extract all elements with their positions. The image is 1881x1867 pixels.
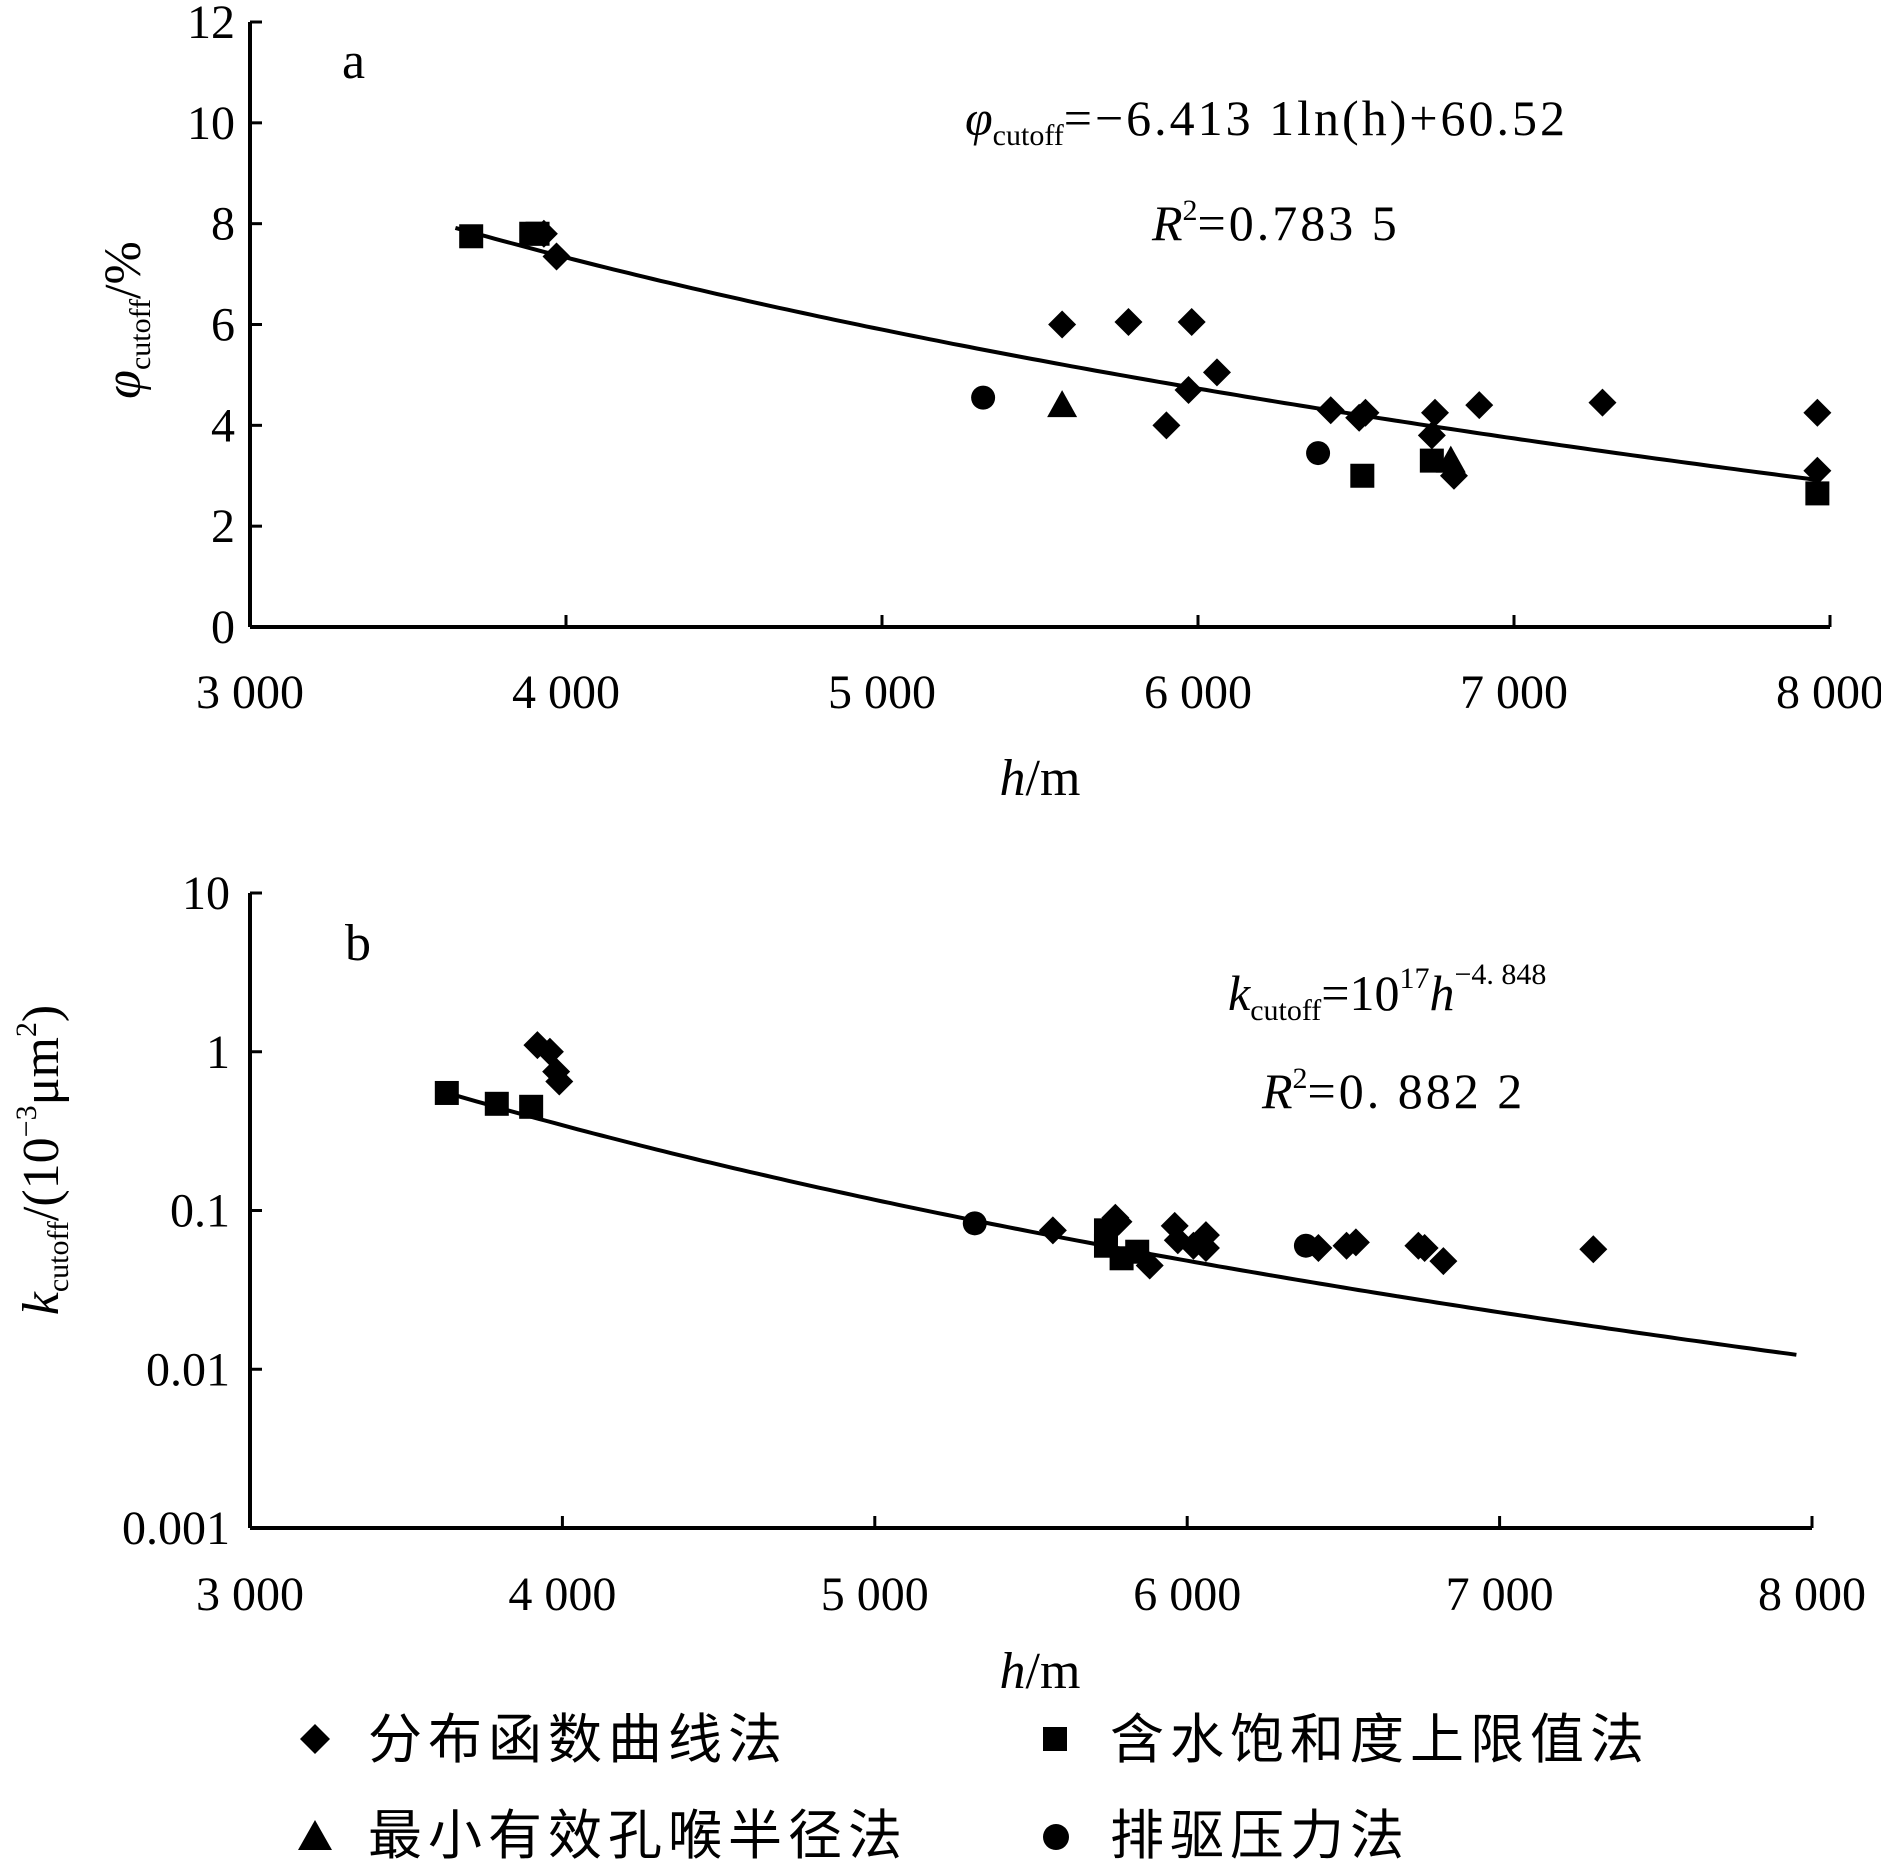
x-tick-label: 6 000: [1133, 1568, 1241, 1621]
diamond-point: [1465, 391, 1494, 420]
diamond-point: [1803, 456, 1832, 485]
diamond-point: [1351, 398, 1380, 427]
panel-b-x-ticks: 3 000 4 000 5 000 6 000 7 000 8 000: [196, 1516, 1866, 1621]
legend-circle-marker: [1043, 1824, 1069, 1850]
square-point: [1805, 481, 1830, 506]
x-tick-label: 3 000: [196, 666, 304, 719]
x-tick-label: 3 000: [196, 1568, 304, 1621]
legend-item-pore-throat-radius: 最小有效孔喉半径法: [298, 1804, 908, 1867]
diamond-point: [1048, 310, 1077, 339]
diamond-point: [1803, 398, 1832, 427]
panel-b-x-axis-label: h/m: [1000, 1643, 1081, 1700]
diamond-point: [1174, 376, 1203, 405]
y-tick-label: 1: [206, 1026, 230, 1079]
circle-point: [1306, 441, 1331, 466]
square-point: [1125, 1239, 1150, 1264]
panel-b-letter: b: [345, 915, 371, 972]
x-tick-label: 5 000: [821, 1568, 929, 1621]
circle-point: [962, 1211, 987, 1236]
y-tick-label: 0.001: [122, 1502, 230, 1555]
y-tick-label: 0.1: [170, 1185, 230, 1238]
legend-diamond-marker: [300, 1724, 330, 1754]
panel-b-y-axis-label: kcutoff/(10−3μm2): [10, 1005, 75, 1316]
diamond-point: [1421, 398, 1449, 427]
legend-item-displacement-pressure: 排驱压力法: [1043, 1804, 1410, 1867]
x-tick-label: 8 000: [1758, 1568, 1866, 1621]
legend: 分布函数曲线法 含水饱和度上限值法 最小有效孔喉半径法 排驱压力法: [298, 1708, 1650, 1867]
panel-a-points: [459, 219, 1832, 506]
x-tick-label: 7 000: [1460, 666, 1568, 719]
panel-a-y-ticks: 0 2 4 6 8 10 12: [187, 0, 262, 654]
panel-a-r-squared: R2=0.783 5: [1151, 194, 1400, 251]
diamond-point: [1191, 1234, 1220, 1263]
square-point: [484, 1091, 509, 1116]
triangle-point: [1435, 445, 1466, 473]
panel-a: 0 2 4 6 8 10 12 3 000 4 000 5 000 6 000 7 000 8 000…: [95, 0, 1881, 807]
legend-item-distribution-function: 分布函数曲线法: [300, 1708, 788, 1771]
x-tick-label: 6 000: [1144, 666, 1252, 719]
x-tick-label: 7 000: [1446, 1568, 1554, 1621]
legend-label: 含水饱和度上限值法: [1110, 1708, 1650, 1771]
legend-triangle-marker: [298, 1820, 332, 1850]
diamond-point: [542, 242, 571, 271]
panel-a-letter: a: [342, 33, 365, 90]
x-tick-label: 4 000: [508, 1568, 616, 1621]
square-point: [525, 221, 550, 246]
diamond-point: [1177, 307, 1206, 336]
circle-point: [971, 385, 996, 410]
panel-a-y-axis-label: φcutoff/%: [95, 241, 157, 399]
diamond-point: [1152, 411, 1181, 440]
diamond-point: [1588, 388, 1617, 417]
x-tick-label: 8 000: [1776, 666, 1881, 719]
panel-a-x-ticks: 3 000 4 000 5 000 6 000 7 000 8 000: [196, 615, 1881, 719]
diamond-point: [1114, 307, 1143, 336]
y-tick-label: 0: [211, 601, 235, 654]
square-point: [434, 1080, 459, 1105]
panel-b: 0.001 0.01 0.1 1 10 3 000 4 000 5 000 6 000 7 00…: [10, 867, 1866, 1700]
diamond-point: [545, 1067, 574, 1096]
x-tick-label: 5 000: [828, 666, 936, 719]
diamond-point: [1410, 1234, 1439, 1263]
diamond-point: [1579, 1235, 1608, 1264]
y-tick-label: 10: [182, 867, 230, 920]
square-point: [519, 1094, 544, 1119]
x-tick-label: 4 000: [512, 666, 620, 719]
panel-b-r-squared: R2=0. 882 2: [1261, 1062, 1525, 1119]
diamond-point: [1202, 358, 1231, 387]
triangle-point: [1047, 390, 1078, 418]
y-tick-label: 12: [187, 0, 235, 49]
diamond-point: [1038, 1216, 1067, 1245]
legend-label: 最小有效孔喉半径法: [368, 1804, 908, 1867]
y-tick-label: 4: [211, 399, 235, 452]
legend-label: 排驱压力法: [1110, 1804, 1410, 1867]
legend-label: 分布函数曲线法: [368, 1708, 788, 1771]
diamond-point: [1417, 421, 1446, 450]
y-tick-label: 10: [187, 97, 235, 150]
diamond-point: [1341, 1228, 1370, 1257]
legend-square-marker: [1043, 1727, 1067, 1751]
circle-point: [1293, 1233, 1318, 1258]
y-tick-label: 0.01: [146, 1343, 230, 1396]
panel-a-fit-curve: [454, 225, 1815, 482]
panel-a-equation: φcutoff=−6.413 1ln(h)+60.52: [965, 90, 1568, 152]
y-tick-label: 2: [211, 500, 235, 553]
square-point: [459, 224, 484, 249]
legend-item-water-saturation: 含水饱和度上限值法: [1043, 1708, 1650, 1771]
panel-a-x-axis-label: h/m: [1000, 750, 1081, 807]
square-point: [1093, 1218, 1118, 1243]
panel-b-y-ticks: 0.001 0.01 0.1 1 10: [122, 867, 262, 1555]
y-tick-label: 6: [211, 299, 235, 352]
y-tick-label: 8: [211, 198, 235, 251]
panel-b-points: [434, 1031, 1608, 1280]
diamond-point: [1429, 1247, 1458, 1276]
diamond-point: [1316, 396, 1345, 425]
panel-b-equation: kcutoff=1017h−4. 848: [1228, 958, 1546, 1027]
square-point: [1350, 463, 1375, 488]
